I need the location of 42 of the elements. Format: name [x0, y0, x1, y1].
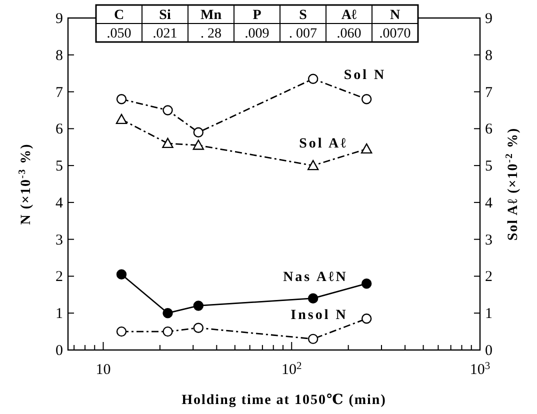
y-tick-label: 4 — [56, 195, 64, 212]
x-axis-title: Holding time at 1050℃ (min) — [182, 393, 386, 408]
series-label: Insol N — [290, 308, 348, 323]
annotation: . 007 — [289, 26, 317, 42]
y2-tick-label: 3 — [485, 232, 492, 248]
y2-tick-label: 8 — [485, 48, 492, 64]
y-tick-label: 1 — [56, 306, 63, 322]
x-tick-label: 10 — [96, 362, 111, 378]
y2-tick-label: 9 — [485, 11, 492, 27]
annotation: . 28 — [200, 26, 222, 42]
y-tick-label: 3 — [56, 232, 63, 248]
y2-tick-label: 1 — [485, 306, 492, 322]
y2-tick-label: 2 — [485, 269, 492, 286]
annotation: .050 — [106, 26, 132, 42]
y2-tick-label: 0 — [485, 343, 492, 359]
series-label: Nas AℓN — [283, 270, 348, 285]
x-tick-label: 10$^{3}$ — [470, 360, 490, 378]
y2-tick-label: 6 — [485, 122, 493, 138]
series-label: Sol Aℓ — [299, 136, 348, 152]
annotation: .060 — [336, 26, 362, 42]
annotation: C — [114, 8, 124, 23]
annotation: .021 — [152, 26, 178, 42]
y-tick-label: 5 — [56, 158, 63, 175]
y-tick-label: 7 — [56, 84, 64, 101]
annotation: Si — [159, 8, 171, 23]
y2-tick-label: 4 — [485, 195, 493, 212]
x-tick-label: 10$^{2}$ — [281, 360, 302, 378]
annotation: P — [252, 8, 262, 23]
y-tick-label: 2 — [56, 269, 63, 286]
y-tick-label: 0 — [56, 343, 63, 359]
y-tick-label: 9 — [56, 11, 63, 27]
y2-tick-label: 7 — [485, 84, 493, 101]
y-tick-label: 8 — [56, 48, 63, 64]
annotation: N — [390, 8, 400, 23]
annotation: S — [299, 8, 308, 23]
annotation: .009 — [244, 26, 270, 42]
series-label: Sol N — [344, 68, 386, 84]
annotation: .0070 — [379, 26, 411, 42]
annotation: Aℓ — [341, 8, 358, 23]
y-tick-label: 6 — [56, 122, 64, 138]
annotation: Mn — [200, 8, 222, 23]
y2-tick-label: 5 — [485, 158, 492, 175]
